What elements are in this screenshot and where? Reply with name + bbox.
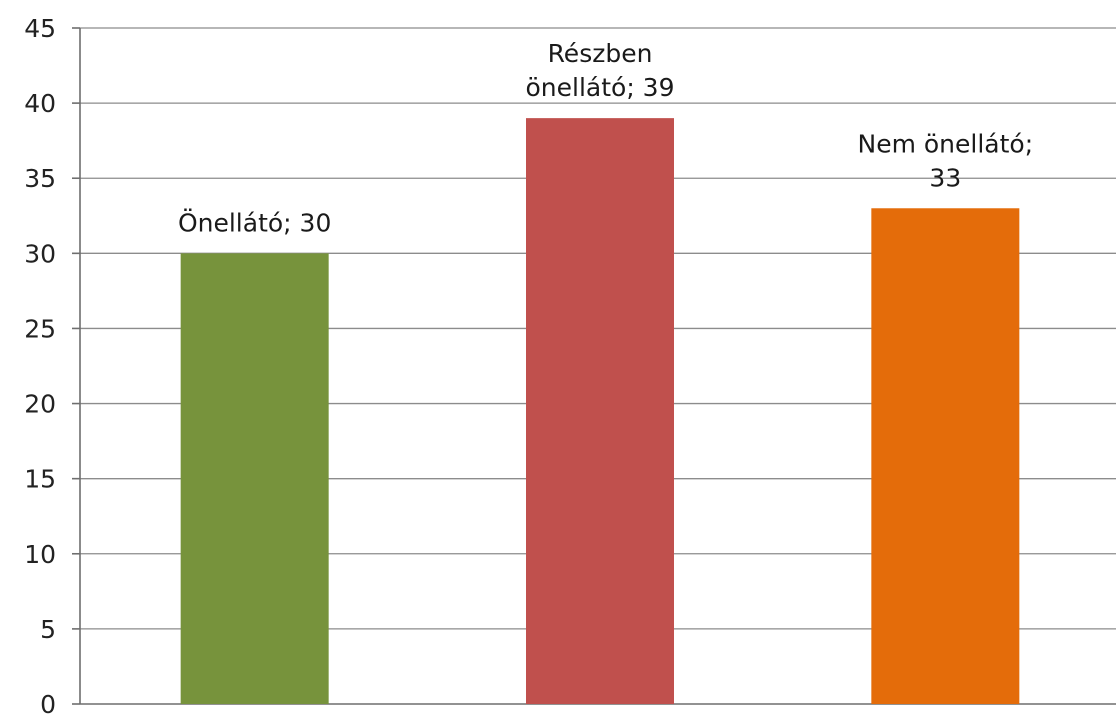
y-tick-label: 0 — [40, 690, 56, 716]
y-tick-label: 20 — [24, 390, 56, 419]
y-tick-label: 45 — [24, 14, 56, 43]
bar-2 — [526, 118, 674, 705]
data-label-2: Részben önellátó; 39 — [525, 39, 674, 102]
y-tick-label: 25 — [24, 314, 56, 343]
bars — [180, 118, 1020, 705]
y-tick-label: 35 — [24, 164, 56, 193]
data-labels: Önellátó; 30 Részben önellátó; 39 Nem önell… — [178, 39, 1033, 237]
data-label-3: Nem önellátó; 33 — [858, 129, 1034, 192]
y-tick-label: 40 — [24, 89, 56, 118]
y-tick-label: 10 — [24, 540, 56, 569]
data-label-1: Önellátó; 30 — [178, 208, 331, 237]
y-tick-label: 15 — [24, 465, 56, 494]
y-tick-label: 5 — [40, 615, 56, 644]
y-tick-label: 30 — [24, 239, 56, 268]
bar-1 — [180, 253, 329, 705]
bar-3 — [871, 208, 1020, 704]
y-axis-tick-labels: 0 5 10 15 20 25 30 35 40 45 — [24, 14, 56, 716]
